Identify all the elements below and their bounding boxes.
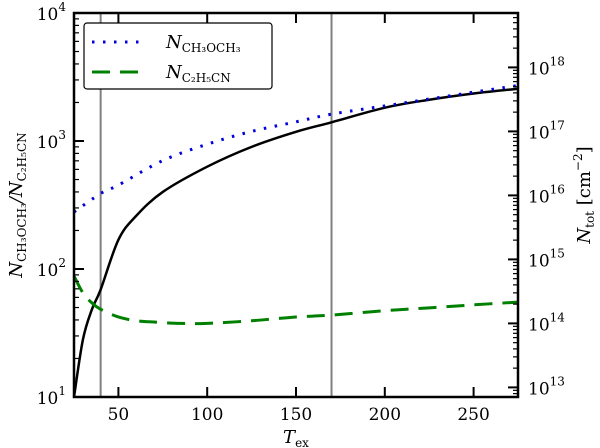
x-tick-label: 200	[369, 405, 401, 425]
y-right-axis-label: Ntot [cm−2]	[571, 146, 597, 244]
tick-exponent: 14	[550, 310, 566, 324]
label-sub: ex	[295, 436, 309, 448]
label-main: N	[165, 32, 183, 53]
label-main: N	[165, 62, 183, 83]
y-right-tick-label: 1015	[528, 246, 565, 271]
tick-base: 10	[528, 187, 550, 207]
tick-base: 10	[37, 5, 59, 25]
y-left-tick-label: 104	[37, 0, 67, 25]
tick-exponent: 1	[58, 384, 66, 398]
x-tick-label: 100	[191, 405, 223, 425]
series-line-0	[72, 87, 519, 398]
y-right-tick-label: 1014	[528, 310, 565, 335]
label-main: N	[6, 261, 27, 279]
label-main: /N	[6, 180, 27, 205]
label-sub: tot	[583, 211, 597, 228]
tick-base: 10	[37, 389, 59, 409]
tick-exponent: 15	[550, 246, 565, 260]
x-axis-label: Tex	[283, 427, 309, 448]
tick-exponent: 16	[550, 182, 565, 196]
tick-base: 10	[528, 123, 550, 143]
label-exponent: −2	[571, 153, 585, 171]
x-tick-label: 250	[457, 405, 489, 425]
label-unit: [cm	[574, 171, 595, 211]
tick-exponent: 18	[550, 54, 565, 68]
label-main: N	[574, 227, 595, 245]
tick-base: 10	[528, 315, 550, 335]
tick-exponent: 2	[58, 256, 66, 270]
x-tick-label: 50	[108, 405, 130, 425]
tick-base: 10	[37, 133, 59, 153]
series-line-1	[73, 84, 519, 214]
label-sub: C₂H₅CN	[182, 71, 231, 85]
y-left-axis-label: NCH₃OCH₃/NC₂H₅CN	[6, 132, 29, 278]
y-right-tick-label: 1016	[528, 182, 565, 207]
legend-label: NCH₃OCH₃	[165, 32, 241, 55]
label-sub: CH₃OCH₃	[15, 203, 29, 262]
y-left-tick-label: 101	[37, 384, 66, 409]
y-left-tick-label: 103	[37, 128, 66, 153]
series-line-2	[72, 275, 519, 326]
tick-exponent: 13	[550, 374, 565, 388]
tick-base: 10	[528, 59, 550, 79]
label-sub: CH₃OCH₃	[182, 41, 241, 55]
tick-exponent: 4	[58, 0, 66, 14]
label-sub: C₂H₅CN	[15, 132, 29, 181]
x-tick-label: 150	[280, 405, 312, 425]
label-main: T	[283, 427, 297, 448]
tick-exponent: 17	[550, 118, 565, 132]
tick-base: 10	[37, 261, 59, 281]
y-right-tick-label: 1013	[528, 374, 565, 399]
tick-base: 10	[528, 251, 550, 271]
tick-base: 10	[528, 379, 550, 399]
tick-exponent: 3	[58, 128, 66, 142]
legend-label: NC₂H₅CN	[165, 62, 231, 85]
y-right-tick-label: 1017	[528, 118, 565, 143]
label-close: ]	[574, 146, 595, 153]
y-left-tick-label: 102	[37, 256, 66, 281]
y-right-tick-label: 1018	[528, 54, 565, 79]
